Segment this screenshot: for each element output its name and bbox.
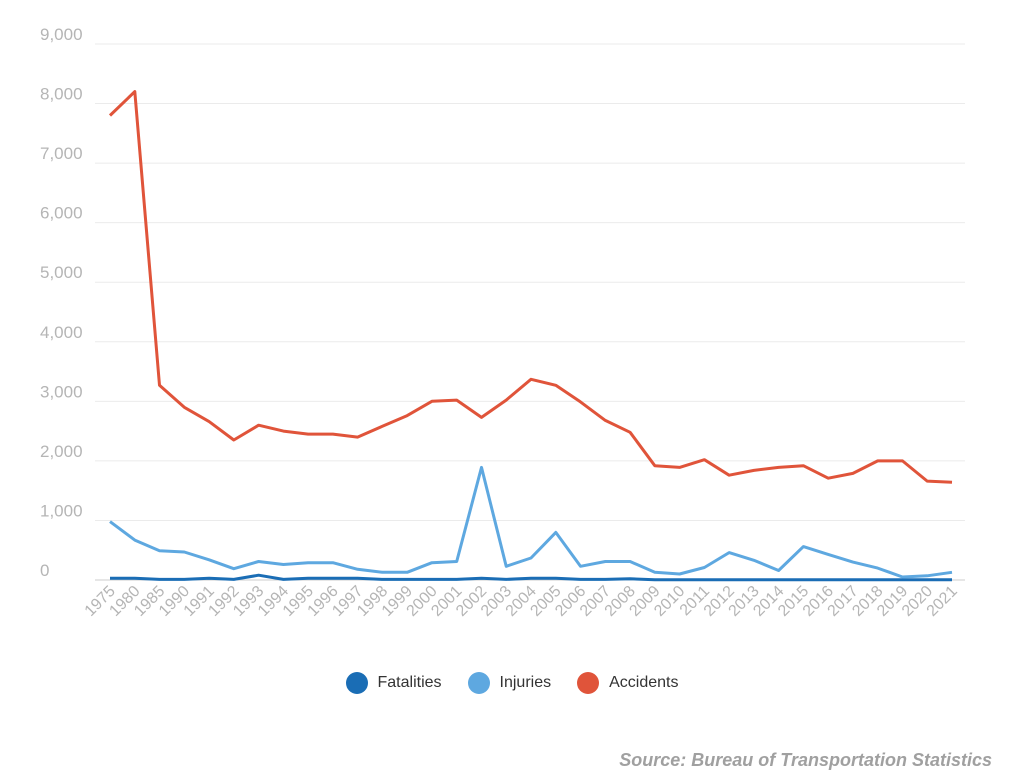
legend-label: Fatalities bbox=[377, 674, 442, 691]
fatalities-swatch-icon bbox=[345, 672, 368, 694]
y-axis-ticks: 0 1,000 2,000 3,000 4,000 5,000 6,000 7,000 8,00… bbox=[40, 25, 83, 580]
y-tick-label: 6,000 bbox=[40, 204, 83, 223]
y-tick-label: 5,000 bbox=[40, 263, 83, 282]
series-line-accidents bbox=[108, 90, 953, 484]
gridlines bbox=[95, 43, 965, 581]
series-line-injuries bbox=[109, 465, 953, 579]
x-axis-ticks: 1975198019851990199119921993199419951996… bbox=[82, 583, 961, 620]
y-tick-label: 0 bbox=[40, 561, 49, 580]
legend-label: Injuries bbox=[499, 674, 552, 691]
y-tick-label: 3,000 bbox=[40, 382, 83, 401]
legend-item-accidents[interactable]: Accidents bbox=[577, 672, 678, 694]
y-tick-label: 7,000 bbox=[40, 144, 83, 163]
series-lines bbox=[108, 90, 953, 582]
y-tick-label: 8,000 bbox=[40, 85, 83, 104]
legend-item-injuries[interactable]: Injuries bbox=[467, 672, 552, 694]
legend: Fatalities Injuries Accidents bbox=[0, 672, 1024, 694]
legend-label: Accidents bbox=[609, 674, 679, 691]
source-note: Source: Bureau of Transportation Statist… bbox=[619, 750, 992, 770]
injuries-swatch-icon bbox=[467, 672, 490, 694]
y-tick-label: 1,000 bbox=[40, 501, 83, 520]
line-chart: 0 1,000 2,000 3,000 4,000 5,000 6,000 7,000 8,00… bbox=[40, 25, 965, 620]
y-tick-label: 2,000 bbox=[40, 442, 83, 461]
legend-item-fatalities[interactable]: Fatalities bbox=[345, 672, 442, 694]
accidents-swatch-icon bbox=[577, 672, 600, 694]
series-line-fatalities bbox=[110, 573, 952, 582]
y-tick-label: 9,000 bbox=[40, 25, 83, 44]
y-tick-label: 4,000 bbox=[40, 323, 83, 342]
